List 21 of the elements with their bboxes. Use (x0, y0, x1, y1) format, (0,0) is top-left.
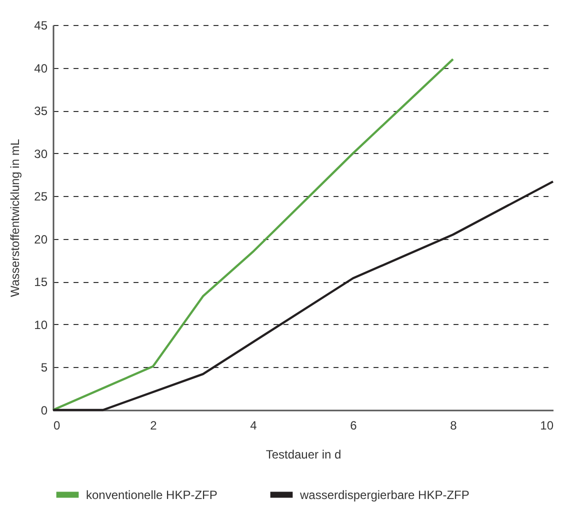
y-tick-label: 30 (34, 146, 48, 161)
y-tick-label: 40 (34, 61, 48, 76)
y-tick-label: 25 (34, 190, 48, 204)
y-tick-label: 20 (34, 232, 48, 246)
y-tick-label: 10 (34, 318, 48, 332)
legend-label: wasserdispergierbare HKP-ZFP (299, 488, 470, 502)
legend-label: konventionelle HKP-ZFP (86, 488, 218, 502)
y-tick-label: 45 (34, 18, 48, 32)
line-series (52, 58, 454, 412)
y-tick-label: 35 (34, 104, 48, 118)
y-tick-label: 15 (34, 275, 48, 290)
x-tick-label: 4 (250, 418, 258, 432)
y-tick-label: 5 (40, 360, 48, 375)
y-axis-title: Wasserstoffentwicklung in mL (8, 138, 22, 298)
x-tick-label: 10 (540, 418, 554, 432)
x-tick-label: 2 (150, 418, 158, 432)
y-tick-label: 0 (40, 404, 48, 418)
x-axis-title: Testdauer in d (266, 448, 342, 462)
x-tick-label: 8 (450, 418, 458, 432)
x-tick-label: 0 (54, 418, 60, 432)
x-tick-label: 6 (350, 418, 358, 432)
